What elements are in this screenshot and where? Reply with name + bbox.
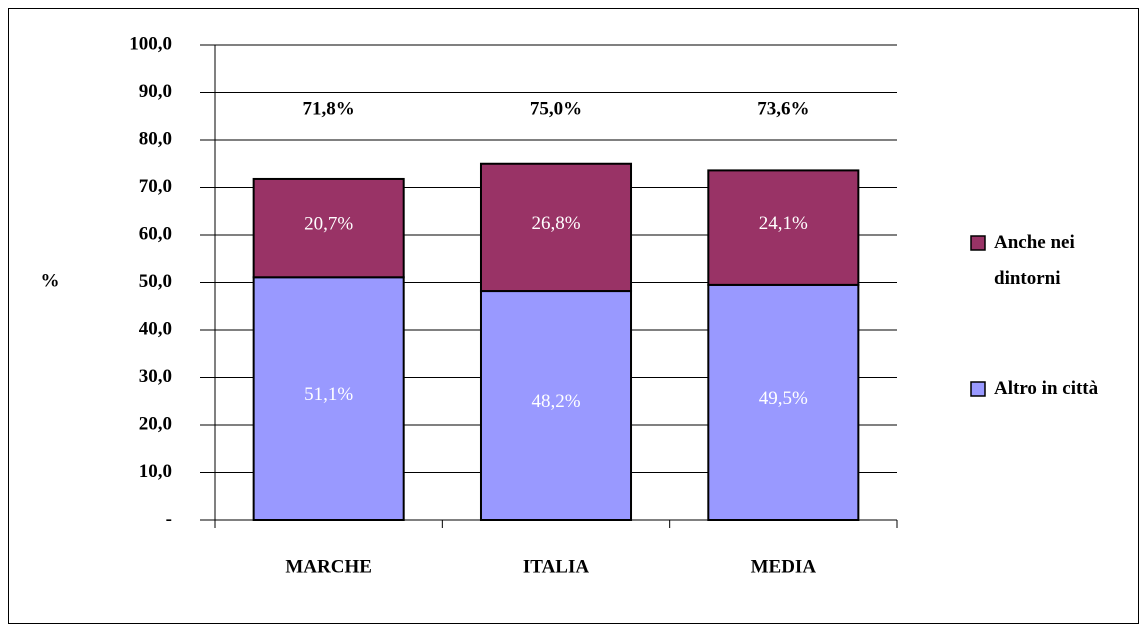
y-tick-label: 10,0: [139, 461, 172, 482]
x-tick-label: ITALIA: [523, 556, 589, 577]
bar-segment: [707, 169, 860, 286]
value-label: 20,7%: [304, 213, 353, 234]
x-tick-label: MEDIA: [751, 556, 817, 577]
value-label: 48,2%: [531, 391, 580, 412]
total-label: 71,8%: [303, 98, 355, 119]
legend-swatch: [970, 235, 986, 251]
total-label: 73,6%: [757, 98, 809, 119]
value-label: 26,8%: [531, 213, 580, 234]
y-tick-label: 50,0: [139, 271, 172, 292]
y-tick-label: 80,0: [139, 128, 172, 149]
x-tick-label: MARCHE: [285, 556, 372, 577]
y-tick-label: 30,0: [139, 366, 172, 387]
y-tick-label: 70,0: [139, 176, 172, 197]
total-label: 75,0%: [530, 98, 582, 119]
value-label: 49,5%: [759, 388, 808, 409]
legend-label: Altro in città: [994, 378, 1099, 399]
y-tick-label: 100,0: [129, 33, 172, 54]
bar-segment: [479, 162, 633, 293]
frame: [8, 8, 1139, 624]
bar-segment: [252, 276, 405, 521]
y-tick-label: 60,0: [139, 223, 172, 244]
y-tick-label: 20,0: [139, 413, 172, 434]
y-axis-label: %: [41, 270, 60, 291]
legend-swatch: [970, 381, 986, 397]
bar-segment: [252, 177, 405, 279]
legend-label: Anche nei dintorni: [994, 232, 1075, 289]
value-label: 51,1%: [304, 384, 353, 405]
value-label: 24,1%: [759, 213, 808, 234]
y-tick-label: 40,0: [139, 318, 172, 339]
y-tick-label: -: [166, 508, 172, 529]
y-tick-label: 90,0: [139, 81, 172, 102]
